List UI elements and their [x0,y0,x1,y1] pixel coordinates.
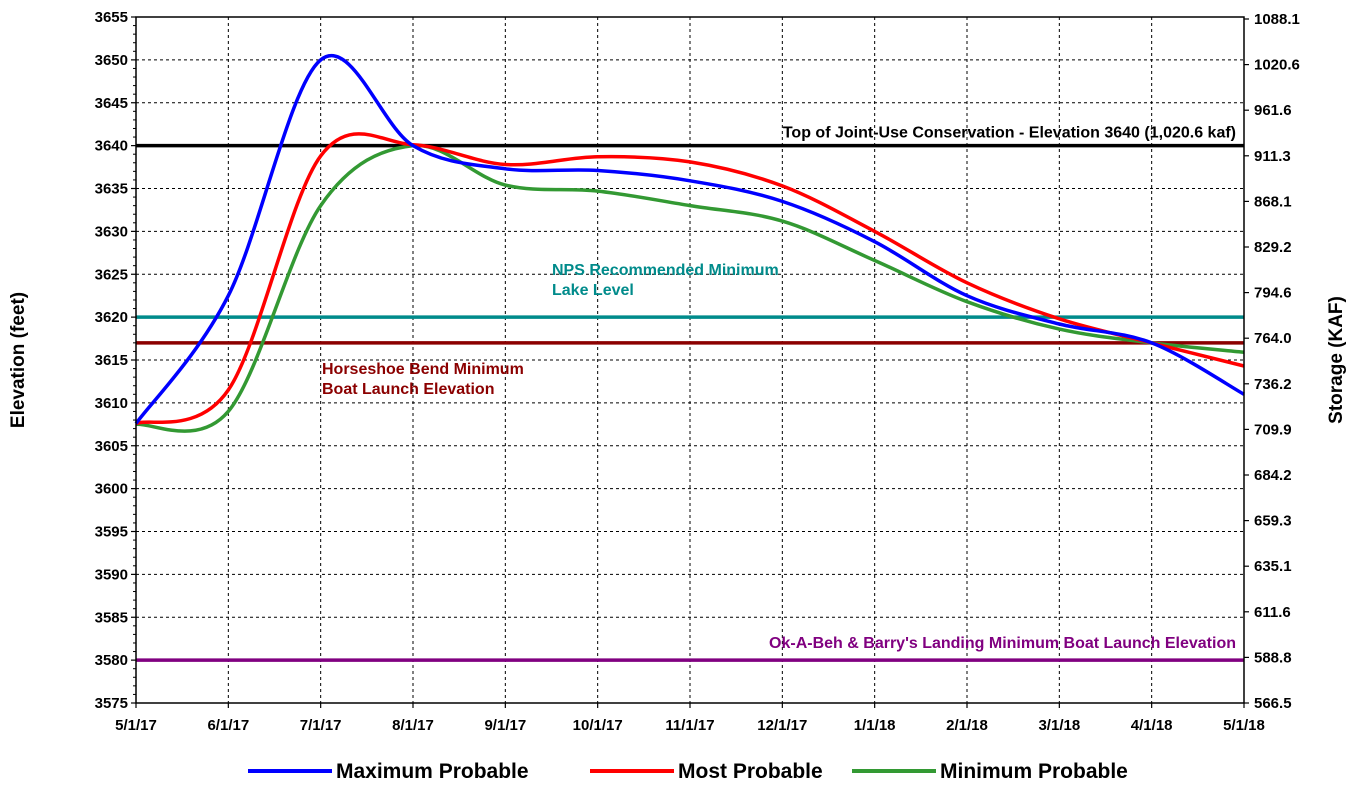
y2-tick-label: 684.2 [1254,467,1292,484]
legend-label: Maximum Probable [336,760,529,783]
x-tick-label: 5/1/18 [1223,717,1265,734]
x-tick-label: 1/1/18 [854,717,896,734]
y-tick-label: 3625 [95,266,128,283]
reference-lines: Top of Joint-Use Conservation - Elevatio… [136,125,1244,662]
reference-label-line2: Boat Launch Elevation [322,381,494,398]
y2-tick-label: 961.6 [1254,102,1292,119]
y-tick-label: 3610 [95,395,128,412]
y-tick-label: 3595 [95,524,128,541]
y-tick-label: 3590 [95,566,128,583]
x-tick-label: 11/1/17 [665,717,714,734]
reference-label: Top of Joint-Use Conservation - Elevatio… [783,125,1236,142]
y-tick-label: 3585 [95,609,128,626]
y-tick-label: 3655 [95,9,128,26]
y2-tick-label: 635.1 [1254,558,1292,575]
axes: 3655 3650 3645 3640 3635 3630 3625 3620 3615 3610… [95,9,1300,734]
x-tick-label: 2/1/18 [946,717,988,734]
x-tick-label: 4/1/18 [1131,717,1173,734]
reference-label-line1: Horseshoe Bend Minimum [322,361,524,378]
legend-label: Most Probable [678,760,823,783]
x-tick-label: 8/1/17 [392,717,434,734]
y2-tick-label: 588.8 [1254,649,1292,666]
y2-tick-label: 1088.1 [1254,11,1300,28]
x-tick-label: 12/1/17 [757,717,807,734]
y-tick-label: 3650 [95,52,128,69]
reference-label-line1: NPS Recommended Minimum [552,262,779,279]
y2-tick-label: 566.5 [1254,695,1292,712]
y2-tick-label: 868.1 [1254,193,1292,210]
x-tick-label: 7/1/17 [300,717,342,734]
y-tick-label: 3630 [95,223,128,240]
reference-label: Ok-A-Beh & Barry's Landing Minimum Boat … [769,635,1236,652]
y-tick-label: 3605 [95,438,128,455]
series-line-most-probable [135,132,1245,426]
x-tick-label: 5/1/17 [115,717,157,734]
x-tick-label: 10/1/17 [573,717,623,734]
x-tick-label: 9/1/17 [484,717,526,734]
y2-tick-label: 611.6 [1254,604,1291,621]
y-tick-label: 3575 [95,695,128,712]
y-tick-label: 3615 [95,352,128,369]
y-tick-label: 3580 [95,652,128,669]
legend: Maximum Probable Most Probable Minimum Pro… [248,760,1128,783]
y-tick-label: 3640 [95,138,128,155]
series-line-maximum-probable [134,54,1245,425]
y2-tick-label: 911.3 [1254,148,1291,165]
y2-tick-label: 829.2 [1254,239,1292,256]
y-tick-label: 3645 [95,95,128,112]
y-tick-label: 3635 [95,181,128,198]
series-lines [134,54,1245,433]
y2-tick-label: 709.9 [1254,421,1292,438]
x-tick-label: 3/1/18 [1038,717,1080,734]
y2-tick-label: 794.6 [1254,285,1292,302]
y-axis-title: Elevation (feet) [8,292,29,428]
y-tick-label: 3620 [95,309,128,326]
series-line-minimum-probable [135,143,1245,433]
y2-tick-label: 736.2 [1254,376,1292,393]
reference-label-line2: Lake Level [552,282,634,299]
y-tick-label: 3600 [95,481,128,498]
y2-tick-label: 659.3 [1254,513,1292,530]
legend-label: Minimum Probable [940,760,1128,783]
y2-axis-title: Storage (KAF) [1326,296,1347,424]
y2-tick-label: 764.0 [1254,330,1292,347]
x-tick-label: 6/1/17 [207,717,249,734]
y2-tick-label: 1020.6 [1254,57,1300,74]
